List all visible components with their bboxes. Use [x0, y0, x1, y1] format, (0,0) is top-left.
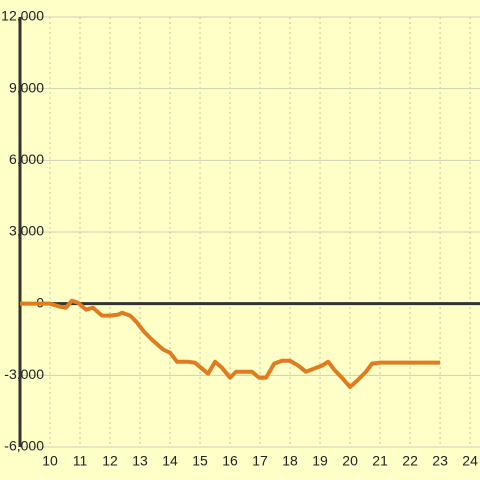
x-tick-label: 24	[462, 453, 478, 469]
y-tick-label: -3,000	[4, 366, 44, 382]
x-tick-label: 14	[162, 453, 178, 469]
y-tick-label: 3,000	[9, 223, 44, 239]
x-tick-label: 10	[42, 453, 58, 469]
x-tick-label: 13	[132, 453, 148, 469]
x-tick-label: 22	[402, 453, 418, 469]
x-tick-label: 12	[102, 453, 118, 469]
x-tick-label: 19	[312, 453, 328, 469]
data-line	[20, 298, 441, 390]
x-tick-label: 17	[252, 453, 268, 469]
x-tick-label: 11	[73, 453, 88, 469]
x-tick-label: 23	[432, 453, 448, 469]
y-tick-label: 9,000	[9, 79, 44, 95]
y-tick-label: 6,000	[9, 151, 44, 167]
y-tick-label: -6,000	[4, 438, 44, 454]
x-tick-label: 18	[282, 453, 298, 469]
x-tick-label: 16	[222, 453, 238, 469]
x-tick-label: 21	[372, 453, 388, 469]
x-tick-label: 20	[342, 453, 358, 469]
x-tick-label: 15	[192, 453, 208, 469]
y-tick-label: 12,000	[1, 8, 44, 24]
